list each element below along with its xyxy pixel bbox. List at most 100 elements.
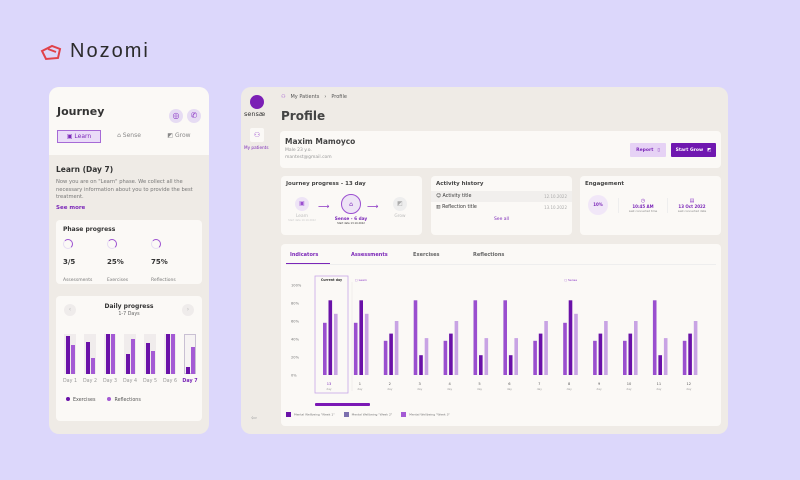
x-tick-sub: day [656, 387, 661, 391]
activity-row[interactable]: ▥ Reflection title 13.10.2022 [436, 205, 567, 210]
reflections-bar [190, 347, 195, 374]
x-tick-label: 9 [598, 382, 601, 386]
brand-name: Nozomi [70, 40, 150, 62]
engagement-percent: 10% [588, 195, 608, 215]
daily-bar-group [142, 334, 158, 374]
bar-3-series-3 [424, 338, 429, 375]
exercises-bar [185, 366, 190, 374]
legend-week-2: Mental Wellbeing "Week 2" [343, 412, 392, 417]
bar-11-series-2 [658, 355, 662, 375]
current-day-label: Current day [321, 278, 343, 282]
x-tick-label: 10 [627, 382, 632, 386]
x-tick-sub: day [567, 387, 572, 391]
mobile-app: Journey ◎ ✆ ▣ Learn ⌂ Sense ◩ Grow Learn… [49, 87, 209, 434]
bar-13-series-1 [323, 322, 327, 375]
tab-sense[interactable]: ⌂ Sense [117, 132, 141, 139]
phase-title: Phase progress [63, 226, 116, 233]
tab-indicators[interactable]: Indicators [286, 250, 330, 264]
bar-11-series-1 [652, 300, 657, 375]
bar-7-series-3 [544, 321, 548, 375]
daily-title: Daily progress [104, 303, 154, 310]
phone-icon-button[interactable]: ✆ [187, 109, 201, 123]
phase-reflections: 75% Reflections [151, 239, 195, 285]
day-label: Day 1 [62, 379, 78, 384]
learn-icon: ▣ [295, 197, 309, 211]
bar-10-series-1 [623, 340, 627, 375]
logout-icon[interactable]: ⇦ [251, 414, 257, 422]
step-sense: ⌂ Sense - 6 day Start date 13.10.2022 [326, 194, 376, 225]
reflections-bar [170, 334, 175, 374]
activity-history-card: Activity history ☺ Activity title 12.10.2… [431, 176, 572, 235]
x-tick-label: 7 [538, 382, 540, 386]
brand: Nozomi [40, 40, 150, 63]
daily-subtitle: 1-7 Days [118, 312, 140, 317]
tab-grow[interactable]: ◩ Grow [167, 132, 191, 139]
nozomi-logo-icon [40, 44, 62, 60]
bar-2-series-2 [389, 333, 393, 375]
breadcrumb-my-patients[interactable]: My Patients [290, 94, 320, 100]
prev-chevron-icon[interactable]: ‹ [64, 304, 76, 316]
tab-learn[interactable]: ▣ Learn [57, 130, 101, 143]
map-icon: ▥ [436, 205, 441, 210]
x-tick-sub: day [417, 387, 422, 391]
x-tick-sub: day [537, 387, 542, 391]
next-chevron-icon[interactable]: › [182, 304, 194, 316]
y-tick-label: 60% [291, 320, 300, 324]
x-tick-label: 3 [419, 382, 421, 386]
report-button[interactable]: Report ▯ [630, 143, 666, 157]
see-all-link[interactable]: See all [493, 217, 510, 222]
activity-title: Activity history [436, 181, 484, 187]
step-learn: ▣ Learn Start date 10.10.2022 [277, 197, 327, 222]
start-grow-button[interactable]: Start Grow ◩ [671, 143, 716, 157]
tab-reflections[interactable]: Reflections [473, 252, 505, 258]
day-label: Day 6 [162, 379, 178, 384]
patients-icon[interactable]: ⚇ [250, 128, 264, 142]
bar-12-series-1 [682, 340, 687, 375]
grow-icon: ◩ [707, 147, 712, 153]
reflections-bar [70, 345, 75, 374]
progress-ring-icon [63, 239, 73, 249]
sidebar-item-my-patients[interactable]: My patients [244, 145, 269, 150]
x-tick-sub: day [597, 387, 602, 391]
journey-title: Journey [57, 105, 105, 118]
chart-tabs: Indicators Assessments Exercises Reflect… [286, 250, 716, 265]
day-label: Day 3 [102, 379, 118, 384]
bar-6-series-2 [508, 355, 513, 375]
bar-9-series-2 [598, 333, 603, 375]
bar-1-series-2 [359, 300, 363, 375]
sense-icon: ⌂ [341, 194, 361, 214]
day-label: Day 5 [142, 379, 158, 384]
bar-8-series-3 [574, 313, 578, 375]
page-title: Profile [281, 109, 326, 123]
x-tick-sub: day [447, 387, 452, 391]
daily-bar-group [82, 334, 98, 374]
x-tick-label: 5 [478, 382, 480, 386]
patient-email: mantest@gmail.com [285, 155, 332, 160]
indicators-chart: 100% 80% 60% 40% 20% 0% Current day ▢ Learn ▢ Se… [291, 275, 698, 394]
bar-1-series-3 [364, 313, 369, 375]
daily-bar-group [162, 334, 178, 374]
phase-assessments: 3/5 Assessments [63, 239, 107, 285]
exercises-bar [125, 354, 130, 374]
x-tick-label: 11 [657, 382, 662, 386]
bar-6-series-1 [503, 300, 507, 375]
chart-scrollbar[interactable] [315, 403, 370, 406]
see-more-link[interactable]: See more [56, 204, 86, 211]
x-tick-sub: day [626, 387, 631, 391]
y-tick-label: 20% [291, 356, 300, 360]
sense-icon-button[interactable]: ◎ [169, 109, 183, 123]
daily-bar-group [122, 334, 138, 374]
bar-8-series-1 [563, 322, 567, 375]
engagement-card: Engagement 10% ◷ 10:45 AM Last connected t… [580, 176, 721, 235]
tab-assessments[interactable]: Assessments [351, 252, 388, 258]
legend-week-1: Mental Wellbeing "Week 1" [286, 412, 335, 417]
step-grow: ◩ Grow [375, 197, 425, 219]
activity-row[interactable]: ☺ Activity title 12.10.2022 [431, 191, 572, 202]
bar-8-series-2 [568, 300, 573, 375]
daily-bar-group [62, 334, 78, 374]
daily-bar-group [182, 334, 198, 374]
y-tick-label: 0% [291, 374, 297, 378]
tab-exercises[interactable]: Exercises [413, 252, 440, 258]
bar-12-series-3 [693, 321, 698, 375]
bar-2-series-1 [383, 340, 388, 375]
